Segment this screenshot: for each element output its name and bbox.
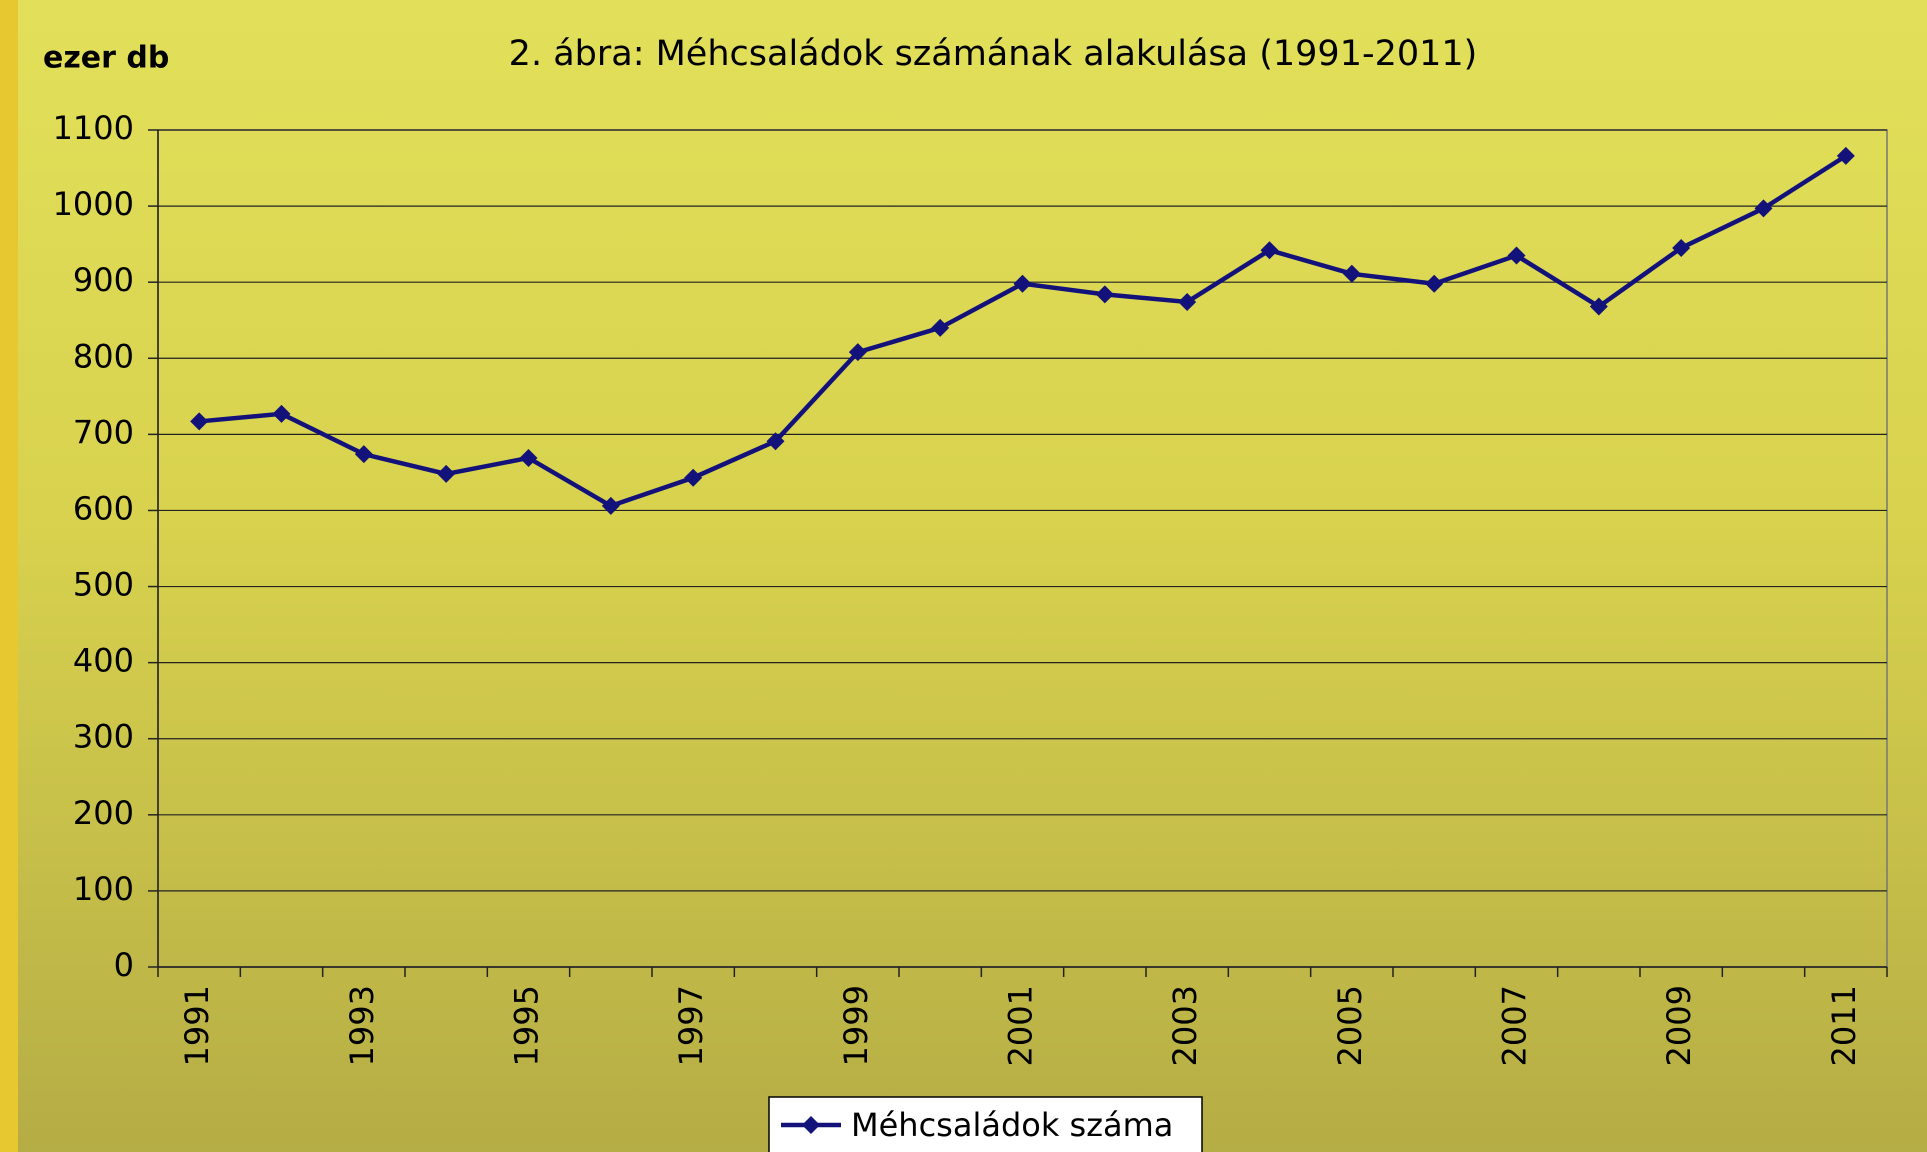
marker [354,445,373,464]
y-tick-label: 300 [73,718,134,756]
marker [601,496,620,515]
marker [272,404,291,423]
y-tick-label: 900 [73,261,134,299]
y-tick-label: 100 [73,870,134,908]
marker [848,343,867,362]
x-tick-label: 1993 [343,985,381,1066]
marker [437,464,456,483]
edge-stripe [0,0,18,1152]
y-tick-label: 400 [73,642,134,680]
marker [766,432,785,451]
y-tick-label: 1100 [53,109,134,147]
x-tick-label: 2007 [1496,985,1534,1066]
y-axis-label: ezer db [43,41,169,76]
x-tick-label: 2003 [1166,985,1204,1066]
x-tick-label: 1997 [672,985,710,1066]
marker [1589,297,1608,316]
marker [519,448,538,467]
legend-box [768,1096,1203,1152]
y-tick-label: 0 [114,946,134,984]
legend-marker [802,1116,820,1134]
legend-label: Méhcsaládok száma [851,1106,1173,1144]
marker [1836,146,1855,165]
marker [931,318,950,337]
marker [1507,246,1526,265]
marker [1260,241,1279,260]
marker [190,412,209,431]
x-tick-label: 2001 [1002,985,1040,1066]
marker [684,468,703,487]
y-tick-label: 600 [73,489,134,527]
x-tick-label: 1991 [178,985,216,1066]
y-tick-label: 700 [73,413,134,451]
x-tick-label: 2005 [1331,985,1369,1066]
x-tick-label: 1999 [837,985,875,1066]
marker [1425,274,1444,293]
marker [1013,274,1032,293]
x-tick-label: 1995 [508,985,546,1066]
y-tick-label: 1000 [53,185,134,223]
y-tick-label: 200 [73,794,134,832]
marker [1178,292,1197,311]
chart-title: 2. ábra: Méhcsaládok számának alakulása … [509,34,1478,74]
y-tick-label: 500 [73,566,134,604]
x-tick-label: 2011 [1825,985,1863,1066]
marker [1095,285,1114,304]
x-tick-label: 2009 [1660,985,1698,1066]
marker [1672,238,1691,257]
y-tick-label: 800 [73,337,134,375]
marker [1342,264,1361,283]
marker [1754,199,1773,218]
